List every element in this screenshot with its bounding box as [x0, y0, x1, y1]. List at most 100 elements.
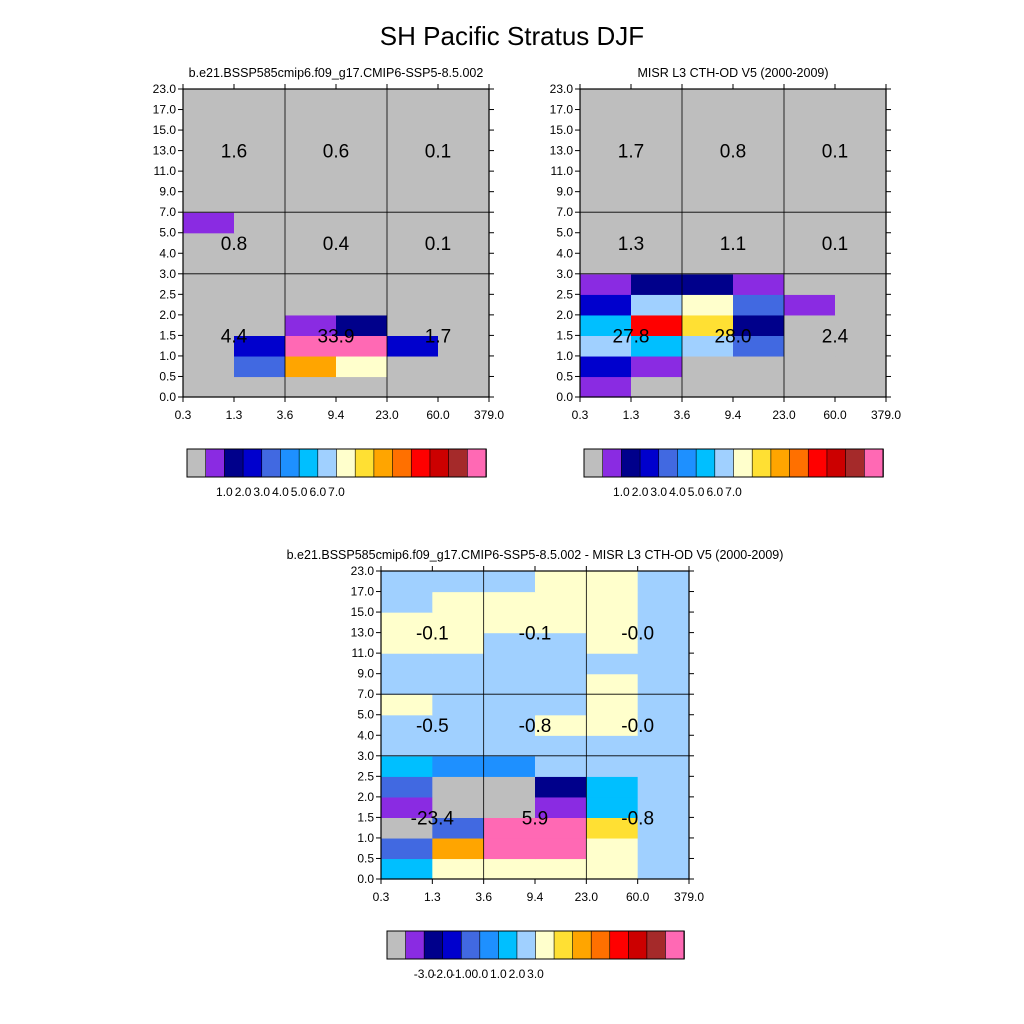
block-value: 0.1: [822, 234, 848, 255]
heatmap-cell: [387, 89, 439, 111]
heatmap-cell: [234, 171, 286, 193]
colorbar-swatch: [807, 448, 828, 478]
colorbar-label: 5.0: [688, 485, 705, 499]
heatmap-cell: [535, 755, 587, 777]
heatmap-cell: [432, 817, 485, 839]
heatmap-cell: [381, 612, 433, 634]
heatmap-cell: [438, 109, 490, 131]
heatmap-cell: [682, 314, 734, 336]
heatmap-cell: [637, 714, 690, 736]
block-value: 33.9: [318, 326, 355, 347]
heatmap-cell: [637, 571, 690, 593]
heatmap-cell: [234, 150, 286, 172]
heatmap-cell: [183, 130, 235, 152]
heatmap-cell: [535, 858, 587, 880]
heatmap-cell: [637, 653, 690, 675]
heatmap-cell: [336, 232, 388, 254]
heatmap-cell: [682, 212, 734, 234]
y-tick-label: 3.0: [159, 267, 176, 281]
x-tick-label: 23.0: [772, 408, 796, 422]
x-tick-label: 3.6: [674, 408, 691, 422]
block-value: 5.9: [522, 808, 548, 829]
heatmap-cell: [784, 109, 836, 131]
block-value: 0.4: [323, 234, 350, 255]
colorbar: -3.0-2.0-1.0 0.0 1.0 2.0 3.0: [386, 930, 685, 981]
colorbar-swatch: [628, 930, 648, 960]
heatmap-cell: [387, 376, 439, 398]
heatmap-cell: [580, 171, 632, 193]
y-tick-label: 11.0: [154, 164, 177, 178]
block-value: 1.3: [618, 234, 644, 255]
heatmap-cell: [183, 335, 235, 357]
heatmap-cell: [784, 130, 836, 152]
heatmap-cell: [336, 314, 388, 336]
heatmap-cell: [733, 376, 785, 398]
x-tick-label: 60.0: [626, 890, 650, 904]
heatmap-cell: [234, 130, 286, 152]
y-tick-label: 17.0: [153, 103, 177, 117]
heatmap-cell: [586, 796, 639, 818]
y-tick-label: 15.0: [351, 605, 375, 619]
colorbar-swatch: [498, 930, 518, 960]
heatmap-cell: [586, 632, 639, 654]
heatmap-cell: [387, 212, 439, 234]
x-tick-label: 9.4: [527, 890, 544, 904]
heatmap-cell: [637, 612, 690, 634]
y-tick-label: 17.0: [550, 103, 574, 117]
x-tick-label: 3.6: [277, 408, 294, 422]
heatmap-cell: [387, 150, 439, 172]
heatmap-cell: [631, 150, 683, 172]
heatmap-cell: [183, 212, 235, 234]
heatmap-cell: [631, 376, 683, 398]
colorbar-swatch: [261, 448, 282, 478]
x-tick-label: 60.0: [823, 408, 847, 422]
heatmap-cell: [285, 376, 337, 398]
heatmap-cell: [733, 150, 785, 172]
heatmap-cell: [336, 109, 388, 131]
colorbar-label: 2.0: [235, 485, 252, 499]
heatmap-cell: [234, 294, 286, 316]
block-value: -0.8: [621, 808, 654, 829]
heatmap-cell: [483, 714, 536, 736]
heatmap-cell: [387, 355, 439, 378]
heatmap-cell: [381, 571, 433, 593]
heatmap-cell: [535, 776, 587, 798]
block-value: 1.6: [221, 142, 247, 163]
heatmap-cell: [637, 694, 690, 716]
colorbar-label: -1.0: [451, 967, 472, 981]
block-value: -0.5: [416, 716, 449, 737]
heatmap-cell: [438, 294, 490, 316]
heatmap-cell: [432, 796, 485, 818]
colorbar-swatch: [658, 448, 679, 478]
heatmap-cell: [183, 232, 235, 254]
heatmap-cell: [234, 314, 286, 336]
heatmap-cell: [483, 632, 536, 654]
heatmap-cell: [432, 776, 485, 798]
x-tick-label: 9.4: [328, 408, 345, 422]
heatmap-cell: [438, 171, 490, 193]
y-tick-label: 15.0: [550, 123, 574, 137]
heatmap-cell: [336, 212, 388, 234]
heatmap-cell: [535, 632, 587, 654]
block-value: 0.1: [822, 142, 848, 163]
heatmap-cell: [682, 376, 734, 398]
heatmap-cell: [285, 232, 337, 254]
heatmap-cell: [285, 130, 337, 152]
colorbar-swatch: [609, 930, 630, 960]
colorbar-swatch: [535, 930, 555, 960]
block-value: 27.8: [613, 326, 650, 347]
colorbar-swatch: [751, 448, 772, 478]
colorbar-swatch: [442, 930, 463, 960]
y-tick-label: 5.0: [357, 708, 374, 722]
heatmap-cell: [637, 817, 690, 839]
heatmap-cell: [682, 150, 734, 172]
block-value: 0.1: [425, 234, 451, 255]
heatmap-cell: [234, 376, 286, 398]
heatmap-cell: [631, 273, 683, 295]
heatmap-cell: [631, 171, 683, 193]
colorbar-swatch: [405, 930, 425, 960]
heatmap-cell: [432, 632, 485, 654]
heatmap-cell: [234, 89, 286, 111]
heatmap-cell: [835, 171, 887, 193]
heatmap-cell: [580, 89, 632, 111]
